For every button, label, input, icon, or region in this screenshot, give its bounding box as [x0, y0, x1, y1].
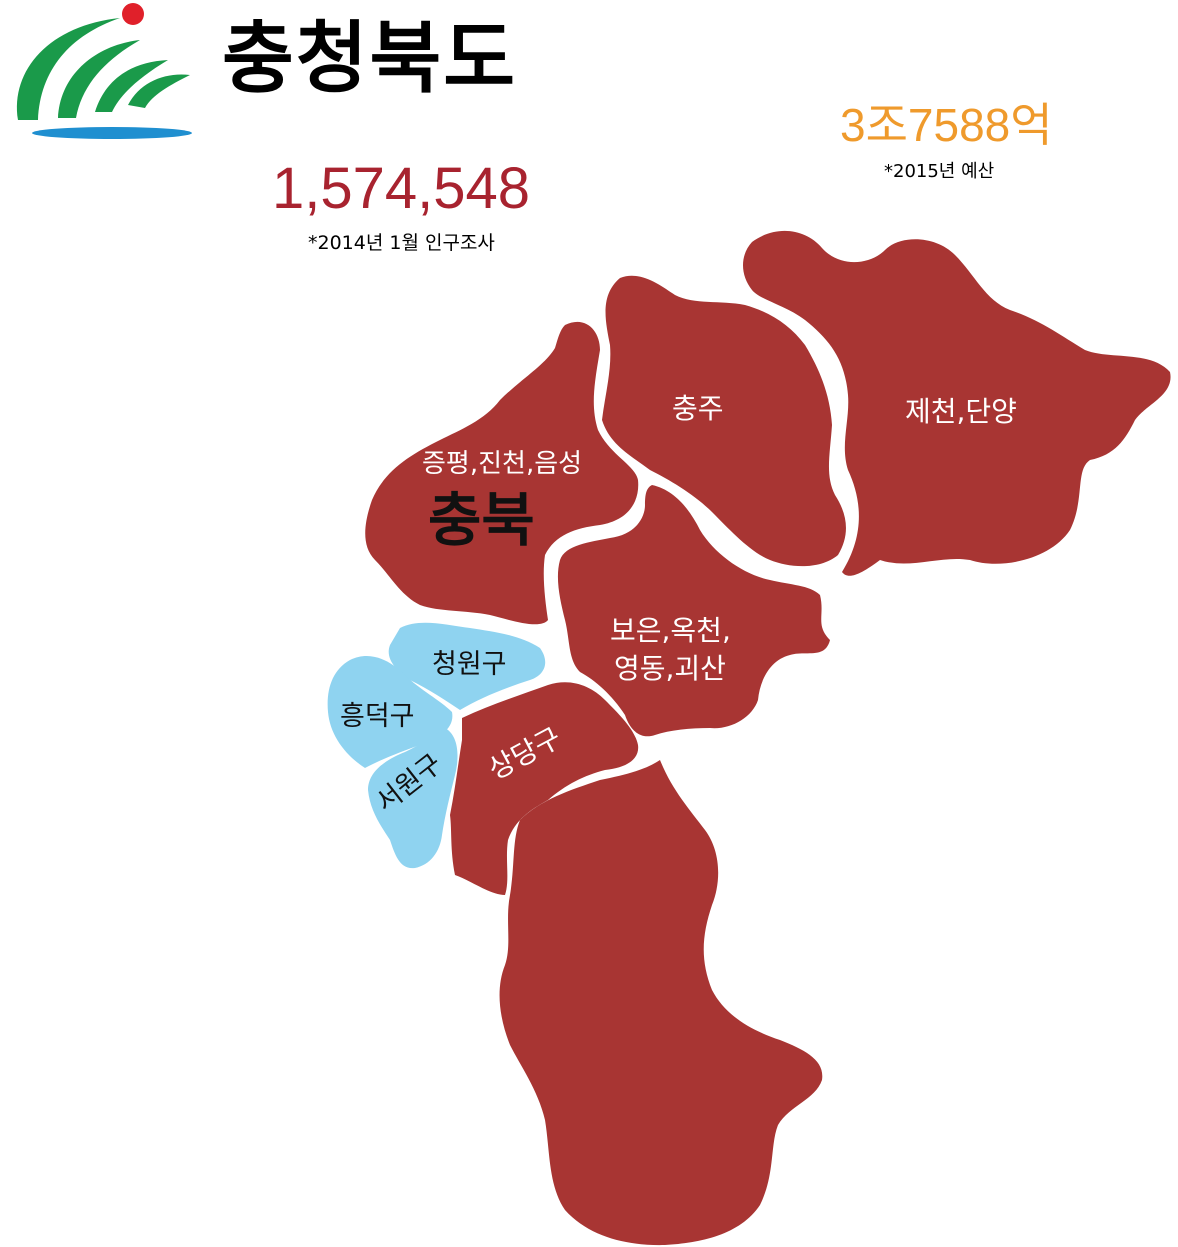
population-value: 1,574,548	[272, 156, 531, 221]
label-boeun-line2: 영동,괴산	[614, 652, 726, 685]
budget-note: *2015년 예산	[884, 161, 995, 182]
region-boeun-okcheon-yeongdong-goesan[interactable]	[557, 485, 830, 737]
label-chungju: 충주	[672, 392, 724, 425]
district-cheongwon-gu[interactable]	[388, 622, 546, 710]
label-heungdeok: 흥덕구	[340, 701, 415, 732]
region-sangdang-gu[interactable]	[450, 682, 639, 895]
chungbuk-emblem-icon	[16, 3, 192, 139]
budget-value: 3조7588억	[840, 99, 1053, 151]
label-jeungpyeong: 증평,진천,음성	[422, 449, 582, 479]
region-chungju[interactable]	[602, 275, 846, 567]
district-heungdeok-gu[interactable]	[327, 655, 453, 768]
label-cheongwon: 청원구	[432, 649, 507, 680]
label-center-chungbuk: 충북	[428, 486, 535, 554]
region-jecheon-danyang[interactable]	[743, 230, 1171, 576]
region-jeungpyeong-jincheon-eumseong[interactable]	[365, 321, 639, 625]
region-southern-extension[interactable]	[499, 760, 823, 1246]
label-jecheon-danyang: 제천,단양	[905, 395, 1017, 428]
population-note: *2014년 1월 인구조사	[308, 232, 495, 254]
district-seowon-gu[interactable]	[368, 728, 458, 869]
page-title: 충청북도	[222, 14, 518, 104]
label-boeun-line1: 보은,옥천,	[610, 614, 731, 647]
